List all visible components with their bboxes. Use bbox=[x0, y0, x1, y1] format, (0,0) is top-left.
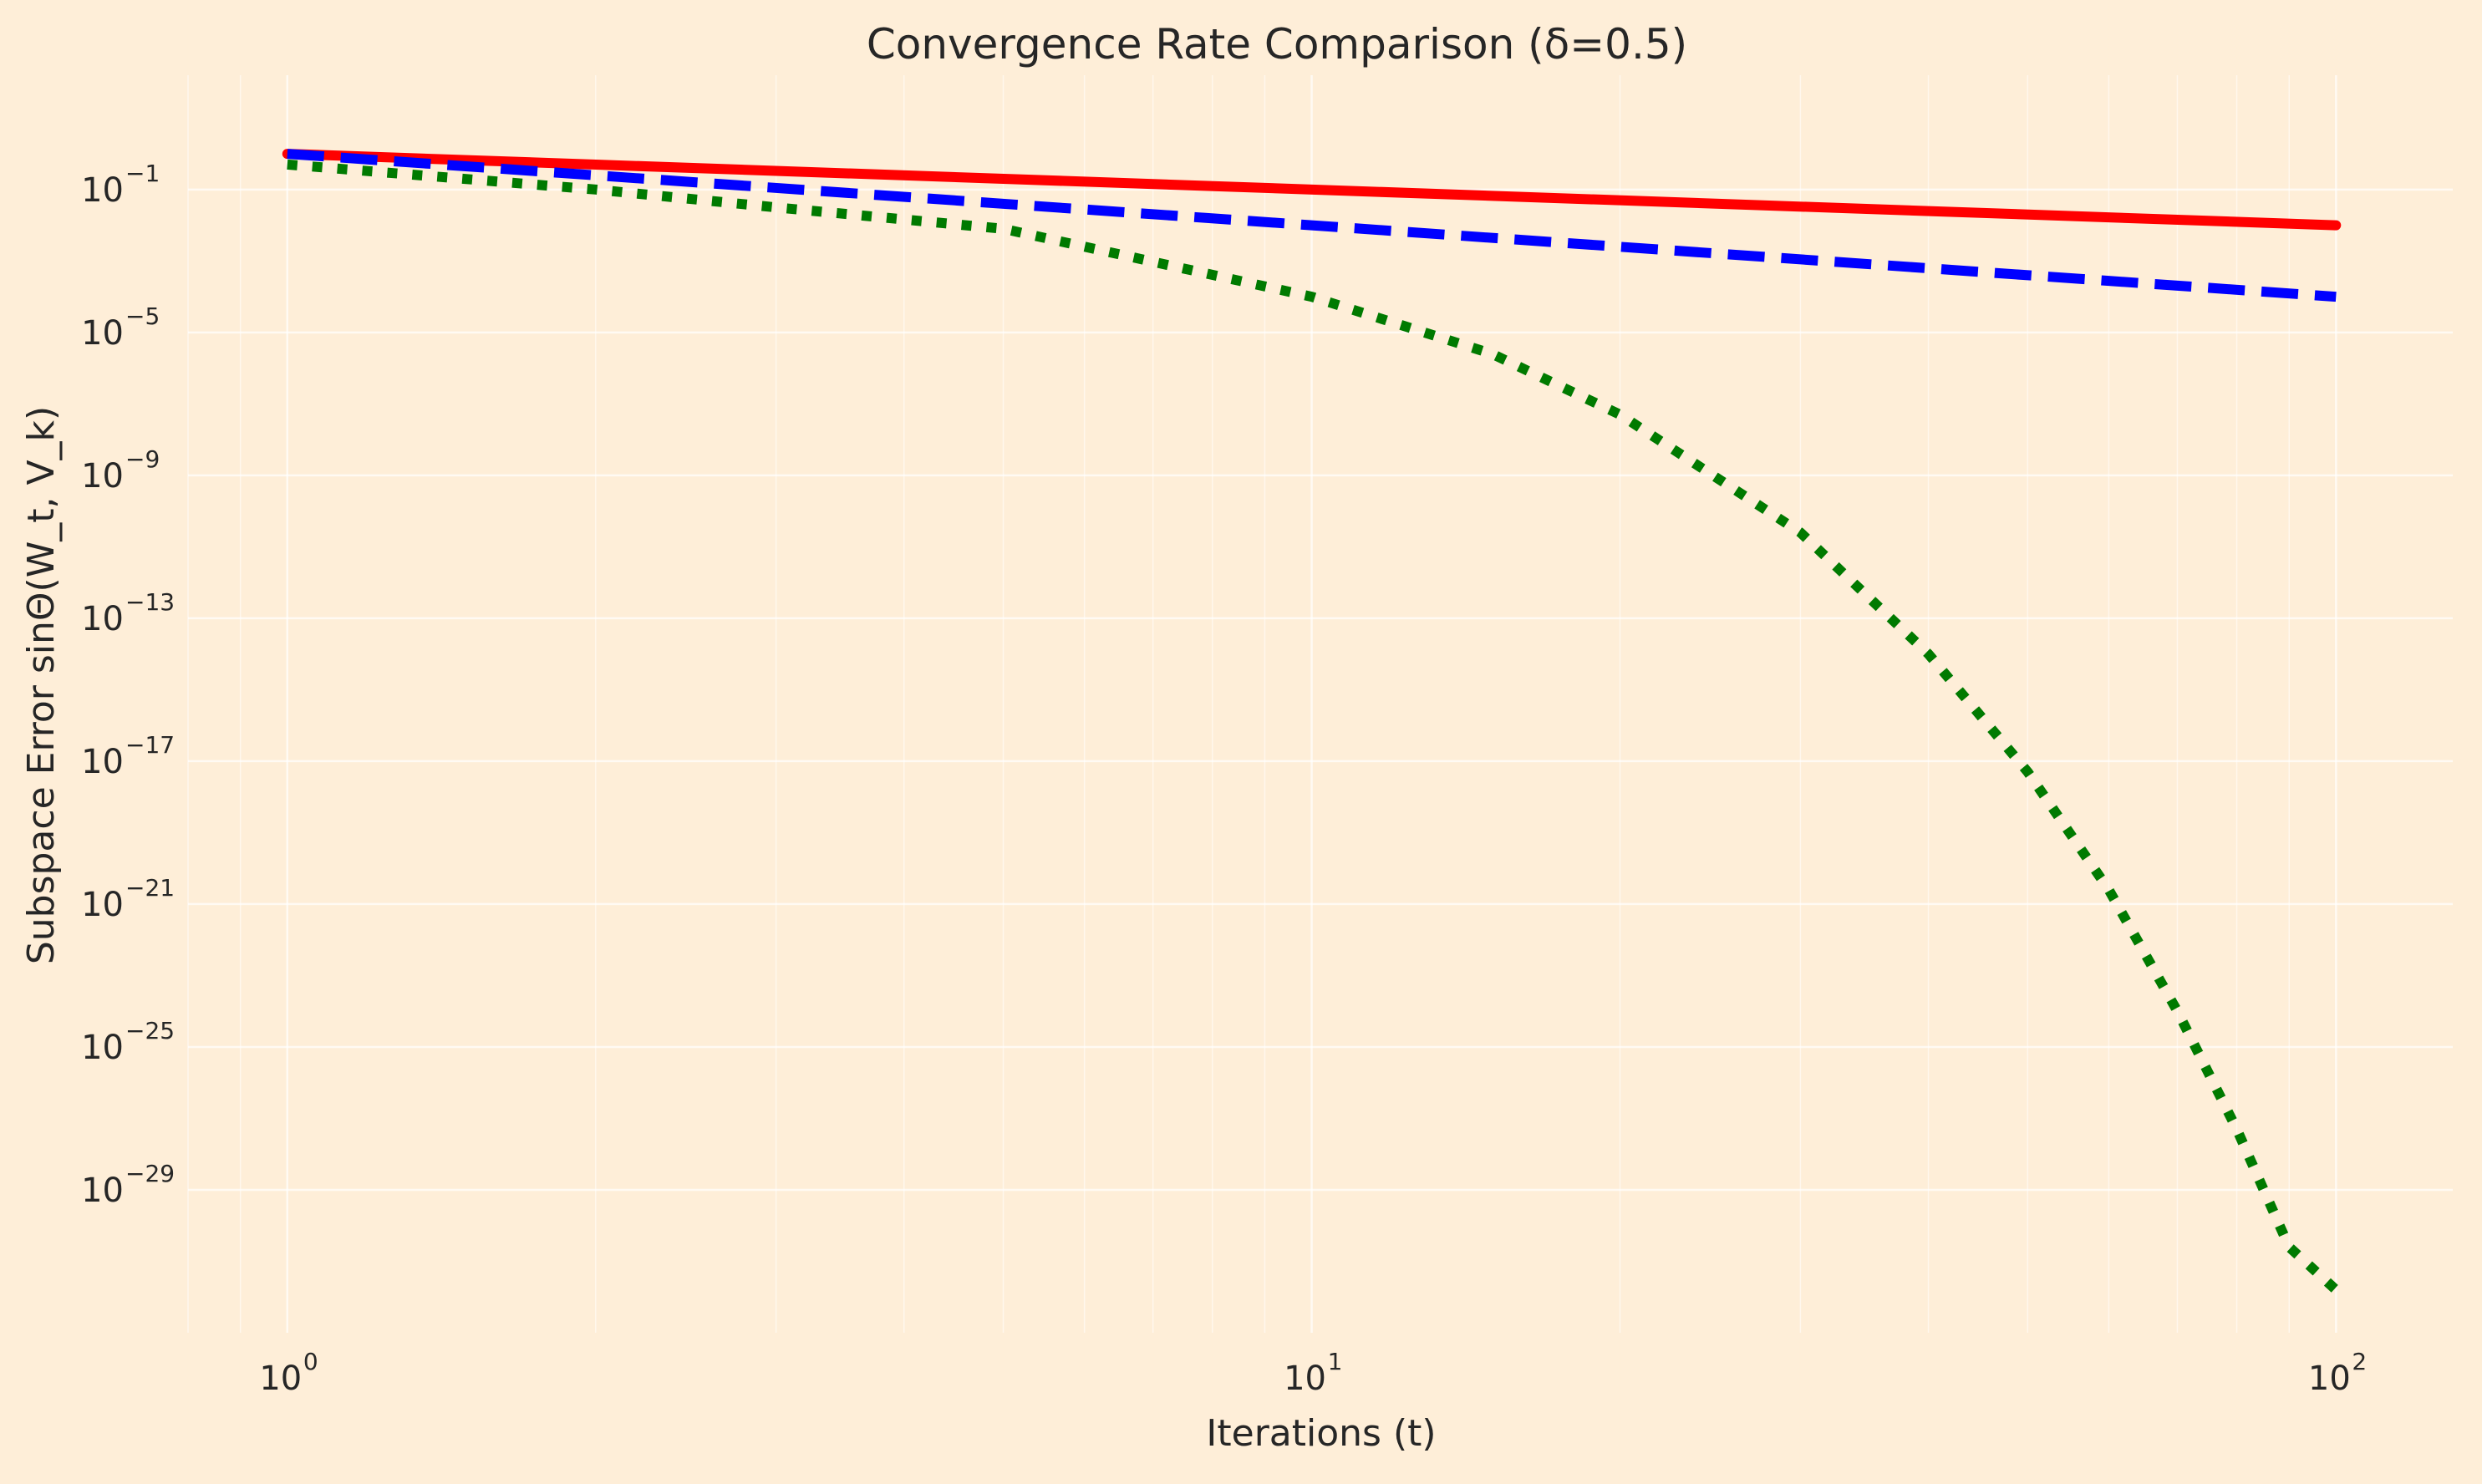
x-tick-base: 10 bbox=[2308, 1359, 2351, 1398]
x-tick-exponent: 1 bbox=[1328, 1348, 1343, 1375]
y-tick-base: 10 bbox=[81, 314, 124, 353]
y-tick-base: 10 bbox=[81, 171, 124, 210]
y-tick-exponent: −21 bbox=[125, 874, 175, 902]
x-tick-exponent: 0 bbox=[303, 1348, 318, 1375]
y-tick-base: 10 bbox=[81, 1029, 124, 1067]
series-layer bbox=[282, 149, 2342, 1294]
y-tick-label: 10 −13 bbox=[81, 588, 175, 638]
grid bbox=[187, 75, 2453, 1333]
y-tick-label: 10 −5 bbox=[81, 302, 160, 353]
y-tick-label: 10 −9 bbox=[81, 445, 160, 496]
y-tick-label: 10 −25 bbox=[81, 1017, 175, 1067]
y-tick-exponent: −13 bbox=[125, 588, 175, 616]
y-tick-base: 10 bbox=[81, 1171, 124, 1210]
y-tick-label: 10 −1 bbox=[81, 160, 160, 210]
y-tick-label: 10 −29 bbox=[81, 1160, 175, 1210]
y-tick-base: 10 bbox=[81, 886, 124, 924]
x-tick-exponent: 2 bbox=[2352, 1348, 2367, 1375]
y-tick-exponent: −17 bbox=[125, 731, 175, 759]
x-tick-label: 10 0 bbox=[259, 1348, 318, 1398]
x-tick-label: 10 1 bbox=[1284, 1348, 1342, 1398]
y-tick-base: 10 bbox=[81, 600, 124, 638]
x-tick-label: 10 2 bbox=[2308, 1348, 2367, 1398]
y-tick-label: 10 −21 bbox=[81, 874, 175, 924]
y-tick-exponent: −29 bbox=[125, 1160, 175, 1187]
series-line-3 bbox=[287, 159, 2340, 1294]
x-axis-ticks: 10 0 10 1 10 2 bbox=[259, 1348, 2367, 1398]
y-tick-base: 10 bbox=[81, 743, 124, 781]
series-line-2 bbox=[287, 149, 2337, 302]
chart-title: Convergence Rate Comparison (δ=0.5) bbox=[867, 20, 1687, 69]
x-tick-base: 10 bbox=[259, 1359, 302, 1398]
series-line-1 bbox=[282, 149, 2342, 231]
y-tick-exponent: −5 bbox=[125, 302, 160, 330]
y-tick-exponent: −9 bbox=[125, 445, 160, 473]
y-tick-base: 10 bbox=[81, 457, 124, 496]
x-tick-base: 10 bbox=[1284, 1359, 1326, 1398]
y-tick-exponent: −25 bbox=[125, 1017, 175, 1044]
x-axis-label: Iterations (t) bbox=[1206, 1412, 1436, 1455]
y-tick-exponent: −1 bbox=[125, 160, 160, 187]
y-axis-label: Subspace Error sinΘ(W_t, V_k) bbox=[20, 406, 63, 964]
y-tick-label: 10 −17 bbox=[81, 731, 175, 781]
